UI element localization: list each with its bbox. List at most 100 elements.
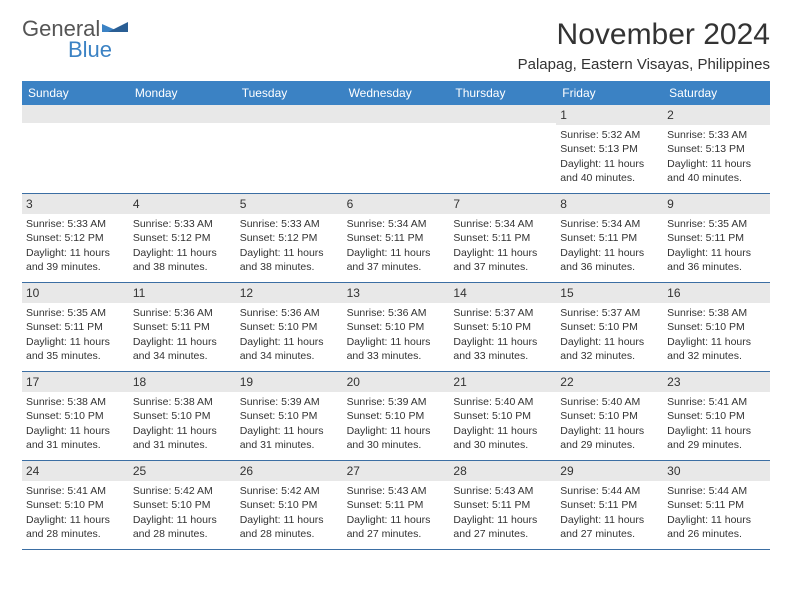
day-daylight: Daylight: 11 hours and 29 minutes. [667, 424, 766, 452]
day-daylight: Daylight: 11 hours and 34 minutes. [133, 335, 232, 363]
day-sunrise: Sunrise: 5:33 AM [667, 128, 766, 142]
day-info: Sunrise: 5:34 AMSunset: 5:11 PMDaylight:… [453, 217, 552, 274]
day-sunset: Sunset: 5:10 PM [667, 409, 766, 423]
day-daylight: Daylight: 11 hours and 30 minutes. [453, 424, 552, 452]
day-sunset: Sunset: 5:10 PM [240, 498, 339, 512]
day-daylight: Daylight: 11 hours and 40 minutes. [560, 157, 659, 185]
day-daylight: Daylight: 11 hours and 36 minutes. [667, 246, 766, 274]
day-sunset: Sunset: 5:10 PM [560, 409, 659, 423]
day-number: 21 [449, 372, 556, 392]
day-info: Sunrise: 5:43 AMSunset: 5:11 PMDaylight:… [347, 484, 446, 541]
day-daylight: Daylight: 11 hours and 33 minutes. [347, 335, 446, 363]
day-sunset: Sunset: 5:11 PM [347, 498, 446, 512]
day-number [449, 105, 556, 123]
day-sunrise: Sunrise: 5:37 AM [453, 306, 552, 320]
day-daylight: Daylight: 11 hours and 35 minutes. [26, 335, 125, 363]
day-daylight: Daylight: 11 hours and 32 minutes. [667, 335, 766, 363]
day-sunset: Sunset: 5:13 PM [560, 142, 659, 156]
day-number: 3 [22, 194, 129, 214]
day-number: 23 [663, 372, 770, 392]
day-daylight: Daylight: 11 hours and 28 minutes. [133, 513, 232, 541]
week-row: 3Sunrise: 5:33 AMSunset: 5:12 PMDaylight… [22, 194, 770, 283]
day-info: Sunrise: 5:36 AMSunset: 5:10 PMDaylight:… [347, 306, 446, 363]
day-sunset: Sunset: 5:10 PM [133, 409, 232, 423]
day-number: 16 [663, 283, 770, 303]
day-cell: 28Sunrise: 5:43 AMSunset: 5:11 PMDayligh… [449, 461, 556, 549]
day-cell: 14 Sunrise: 5:37 AMSunset: 5:10 PMDayligh… [449, 283, 556, 371]
day-sunrise: Sunrise: 5:42 AM [133, 484, 232, 498]
day-number: 24 [22, 461, 129, 481]
weekday-header: Saturday [663, 81, 770, 105]
day-daylight: Daylight: 11 hours and 28 minutes. [26, 513, 125, 541]
day-sunrise: Sunrise: 5:41 AM [667, 395, 766, 409]
day-sunset: Sunset: 5:10 PM [26, 409, 125, 423]
day-sunset: Sunset: 5:13 PM [667, 142, 766, 156]
day-cell: 27Sunrise: 5:43 AMSunset: 5:11 PMDayligh… [343, 461, 450, 549]
day-info: Sunrise: 5:35 AMSunset: 5:11 PMDaylight:… [667, 217, 766, 274]
day-cell [129, 105, 236, 193]
day-daylight: Daylight: 11 hours and 27 minutes. [453, 513, 552, 541]
weekday-header-row: SundayMondayTuesdayWednesdayThursdayFrid… [22, 81, 770, 105]
day-sunrise: Sunrise: 5:33 AM [26, 217, 125, 231]
day-sunset: Sunset: 5:10 PM [453, 320, 552, 334]
day-daylight: Daylight: 11 hours and 34 minutes. [240, 335, 339, 363]
day-cell: 25Sunrise: 5:42 AMSunset: 5:10 PMDayligh… [129, 461, 236, 549]
day-daylight: Daylight: 11 hours and 32 minutes. [560, 335, 659, 363]
week-row: 10Sunrise: 5:35 AMSunset: 5:11 PMDayligh… [22, 283, 770, 372]
weekday-header: Tuesday [236, 81, 343, 105]
day-sunset: Sunset: 5:10 PM [26, 498, 125, 512]
day-sunrise: Sunrise: 5:37 AM [560, 306, 659, 320]
day-sunset: Sunset: 5:11 PM [26, 320, 125, 334]
day-sunrise: Sunrise: 5:38 AM [667, 306, 766, 320]
day-cell: 30Sunrise: 5:44 AMSunset: 5:11 PMDayligh… [663, 461, 770, 549]
day-number: 7 [449, 194, 556, 214]
day-number: 5 [236, 194, 343, 214]
day-cell [22, 105, 129, 193]
brand-logo: General Blue [22, 18, 128, 61]
day-number: 28 [449, 461, 556, 481]
day-number: 13 [343, 283, 450, 303]
day-sunset: Sunset: 5:10 PM [560, 320, 659, 334]
week-row: 17Sunrise: 5:38 AMSunset: 5:10 PMDayligh… [22, 372, 770, 461]
day-info: Sunrise: 5:44 AMSunset: 5:11 PMDaylight:… [667, 484, 766, 541]
day-sunset: Sunset: 5:12 PM [133, 231, 232, 245]
day-number: 15 [556, 283, 663, 303]
day-sunrise: Sunrise: 5:43 AM [347, 484, 446, 498]
month-title: November 2024 [518, 18, 770, 52]
day-daylight: Daylight: 11 hours and 29 minutes. [560, 424, 659, 452]
day-info: Sunrise: 5:41 AMSunset: 5:10 PMDaylight:… [26, 484, 125, 541]
day-sunrise: Sunrise: 5:42 AM [240, 484, 339, 498]
day-cell: 6Sunrise: 5:34 AMSunset: 5:11 PMDaylight… [343, 194, 450, 282]
weekday-header: Friday [556, 81, 663, 105]
day-number: 18 [129, 372, 236, 392]
day-sunset: Sunset: 5:12 PM [26, 231, 125, 245]
day-daylight: Daylight: 11 hours and 40 minutes. [667, 157, 766, 185]
day-daylight: Daylight: 11 hours and 27 minutes. [347, 513, 446, 541]
day-number [343, 105, 450, 123]
day-cell: 9 Sunrise: 5:35 AMSunset: 5:11 PMDaylight… [663, 194, 770, 282]
day-info: Sunrise: 5:41 AMSunset: 5:10 PMDaylight:… [667, 395, 766, 452]
day-cell: 17Sunrise: 5:38 AMSunset: 5:10 PMDayligh… [22, 372, 129, 460]
day-daylight: Daylight: 11 hours and 33 minutes. [453, 335, 552, 363]
day-number: 14 [449, 283, 556, 303]
day-number [236, 105, 343, 123]
day-info: Sunrise: 5:38 AMSunset: 5:10 PMDaylight:… [133, 395, 232, 452]
day-info: Sunrise: 5:40 AMSunset: 5:10 PMDaylight:… [560, 395, 659, 452]
day-cell [236, 105, 343, 193]
day-sunset: Sunset: 5:11 PM [667, 498, 766, 512]
day-info: Sunrise: 5:33 AMSunset: 5:13 PMDaylight:… [667, 128, 766, 185]
day-number: 12 [236, 283, 343, 303]
location-text: Palapag, Eastern Visayas, Philippines [518, 56, 770, 73]
day-cell: 22Sunrise: 5:40 AMSunset: 5:10 PMDayligh… [556, 372, 663, 460]
day-sunrise: Sunrise: 5:39 AM [240, 395, 339, 409]
day-daylight: Daylight: 11 hours and 30 minutes. [347, 424, 446, 452]
day-sunrise: Sunrise: 5:44 AM [560, 484, 659, 498]
day-info: Sunrise: 5:35 AMSunset: 5:11 PMDaylight:… [26, 306, 125, 363]
day-number: 2 [663, 105, 770, 125]
day-cell: 15 Sunrise: 5:37 AMSunset: 5:10 PMDayligh… [556, 283, 663, 371]
day-daylight: Daylight: 11 hours and 31 minutes. [26, 424, 125, 452]
day-sunset: Sunset: 5:10 PM [240, 409, 339, 423]
day-sunrise: Sunrise: 5:44 AM [667, 484, 766, 498]
day-number: 9 [663, 194, 770, 214]
day-daylight: Daylight: 11 hours and 37 minutes. [347, 246, 446, 274]
